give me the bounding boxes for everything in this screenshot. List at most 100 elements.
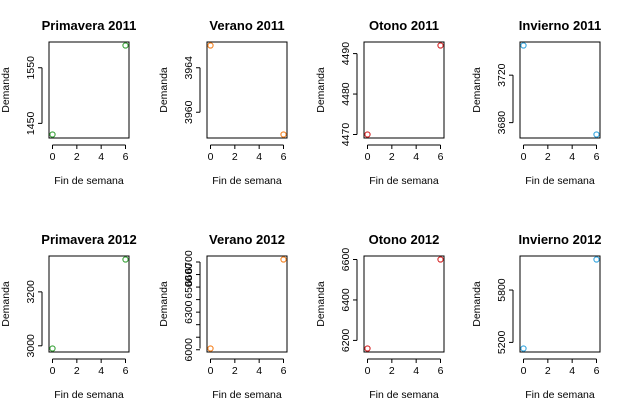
x-tick-label: 2 (545, 151, 551, 163)
x-tick-label: 6 (281, 365, 287, 377)
plot-frame (363, 41, 445, 139)
x-tick-label: 6 (123, 151, 129, 163)
x-tick-label: 6 (438, 365, 444, 377)
x-tick-label: 4 (98, 365, 104, 377)
y-tick-label: 6400 (340, 288, 352, 312)
x-axis-label: Fin de semana (525, 389, 595, 401)
y-tick-label: 4480 (340, 82, 352, 106)
y-tick-label: 5800 (496, 278, 508, 302)
data-point (122, 42, 129, 49)
data-point (364, 131, 371, 138)
x-axis-label: Fin de semana (369, 175, 439, 187)
chart-panel-5: Verano 2012 0 2 4 6 Fin de semana 6000 63006500… (158, 232, 288, 401)
x-tick-label: 2 (74, 151, 80, 163)
y-axis-label: Demanda (315, 281, 327, 327)
y-tick-label: 3964 (183, 56, 195, 80)
plot-frame (48, 41, 130, 139)
chart-panel-2: Otono 2011 0 2 4 6 Fin de semana 4470 4480 4490 D… (315, 18, 445, 187)
y-axis-label: Demanda (471, 67, 483, 113)
x-axis-label: Fin de semana (212, 175, 282, 187)
y-axis-label: Demanda (471, 281, 483, 327)
x-tick-label: 4 (98, 151, 104, 163)
plot-frame (48, 255, 130, 353)
y-axis-label: Demanda (0, 281, 12, 327)
x-tick-label: 6 (438, 151, 444, 163)
data-point (364, 345, 371, 352)
chart-panel-3: Invierno 2011 0 2 4 6 Fin de semana 3680 3720 De… (471, 18, 601, 187)
x-axis-label: Fin de semana (525, 175, 595, 187)
chart-title: Verano 2012 (209, 232, 285, 247)
plot-frame (519, 255, 601, 353)
data-point (520, 42, 527, 49)
x-tick-label: 0 (50, 151, 56, 163)
y-tick-label: 3200 (25, 280, 37, 304)
y-tick-label: 3960 (183, 100, 195, 124)
chart-panel-6: Otono 2012 0 2 4 6 Fin de semana 6200 6400 6600 D… (315, 232, 445, 401)
chart-panel-7: Invierno 2012 0 2 4 6 Fin de semana 5200 5800 De… (471, 232, 602, 401)
x-tick-label: 2 (389, 365, 395, 377)
x-tick-label: 0 (365, 365, 371, 377)
y-tick-label: 1550 (25, 56, 37, 80)
data-point (207, 42, 214, 49)
chart-panel-1: Verano 2011 0 2 4 6 Fin de semana 3960 3964 Dema… (158, 18, 288, 187)
data-point (437, 42, 444, 49)
x-tick-label: 4 (569, 365, 575, 377)
data-point (593, 131, 600, 138)
data-point (437, 256, 444, 263)
x-tick-label: 6 (594, 151, 600, 163)
chart-title: Otono 2011 (369, 18, 439, 33)
plot-frame (363, 255, 445, 353)
chart-title: Otono 2012 (369, 232, 440, 247)
y-tick-label: 6500 (183, 275, 195, 299)
y-tick-label: 6600 (340, 248, 352, 272)
x-axis-label: Fin de semana (54, 389, 124, 401)
y-tick-label: 6600 (183, 263, 195, 287)
x-tick-label: 4 (569, 151, 575, 163)
x-axis-label: Fin de semana (369, 389, 439, 401)
x-tick-label: 4 (256, 151, 262, 163)
x-tick-label: 0 (208, 151, 214, 163)
data-point (520, 345, 527, 352)
x-tick-label: 2 (232, 151, 238, 163)
chart-title: Invierno 2011 (519, 18, 601, 33)
x-tick-label: 0 (521, 365, 527, 377)
y-tick-label: 6700 (183, 250, 195, 274)
y-tick-label: 3000 (25, 334, 37, 358)
x-tick-label: 2 (545, 365, 551, 377)
chart-title: Primavera 2011 (42, 18, 137, 33)
y-axis-label: Demanda (158, 67, 170, 113)
x-tick-label: 0 (208, 365, 214, 377)
chart-panel-0: Primavera 2011 0 2 4 6 Fin de semana 1450 1550 D… (0, 18, 136, 187)
x-tick-label: 6 (594, 365, 600, 377)
chart-title: Primavera 2012 (41, 232, 136, 247)
y-tick-label: 1450 (25, 112, 37, 136)
y-tick-label: 4490 (340, 42, 352, 66)
x-tick-label: 0 (50, 365, 56, 377)
y-tick-label: 4470 (340, 123, 352, 147)
y-tick-label: 3720 (496, 63, 508, 87)
plot-frame (206, 255, 288, 353)
x-tick-label: 0 (365, 151, 371, 163)
x-axis-label: Fin de semana (54, 175, 124, 187)
x-tick-label: 6 (281, 151, 287, 163)
x-tick-label: 4 (256, 365, 262, 377)
x-axis-label: Fin de semana (212, 389, 282, 401)
plot-frame (206, 41, 288, 139)
y-axis-label: Demanda (0, 67, 12, 113)
y-tick-label: 6000 (183, 338, 195, 362)
data-point (49, 131, 56, 138)
y-axis-label: Demanda (158, 281, 170, 327)
data-point (49, 345, 56, 352)
data-point (280, 256, 287, 263)
x-tick-label: 2 (389, 151, 395, 163)
y-tick-label: 5200 (496, 331, 508, 355)
data-point (593, 256, 600, 263)
y-tick-label: 3680 (496, 111, 508, 135)
x-tick-label: 6 (123, 365, 129, 377)
chart-title: Invierno 2012 (518, 232, 601, 247)
chart-panel-4: Primavera 2012 0 2 4 6 Fin de semana 3000 3200 D… (0, 232, 137, 401)
data-point (280, 131, 287, 138)
y-axis-label: Demanda (315, 67, 327, 113)
x-tick-label: 0 (521, 151, 527, 163)
